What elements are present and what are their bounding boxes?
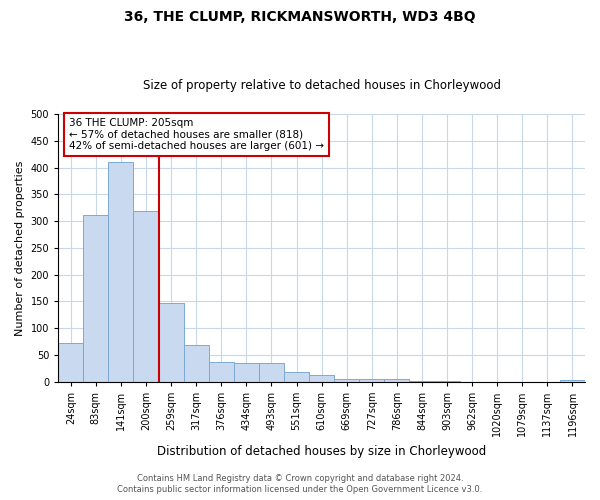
Bar: [434, 380, 460, 382]
Bar: [560, 380, 585, 382]
Bar: [158, 302, 184, 382]
Bar: [385, 378, 409, 382]
Text: 36 THE CLUMP: 205sqm
← 57% of detached houses are smaller (818)
42% of semi-deta: 36 THE CLUMP: 205sqm ← 57% of detached h…: [69, 118, 324, 151]
Bar: [133, 211, 158, 382]
Bar: [184, 345, 209, 382]
Text: 36, THE CLUMP, RICKMANSWORTH, WD3 4BQ: 36, THE CLUMP, RICKMANSWORTH, WD3 4BQ: [124, 10, 476, 24]
Bar: [309, 376, 334, 382]
Bar: [284, 372, 309, 382]
Bar: [109, 162, 133, 382]
Y-axis label: Number of detached properties: Number of detached properties: [15, 160, 25, 336]
Bar: [209, 362, 234, 382]
Bar: [359, 378, 385, 382]
Title: Size of property relative to detached houses in Chorleywood: Size of property relative to detached ho…: [143, 79, 500, 92]
Text: Contains HM Land Registry data © Crown copyright and database right 2024.
Contai: Contains HM Land Registry data © Crown c…: [118, 474, 482, 494]
X-axis label: Distribution of detached houses by size in Chorleywood: Distribution of detached houses by size …: [157, 444, 486, 458]
Bar: [409, 380, 434, 382]
Bar: [234, 363, 259, 382]
Bar: [334, 378, 359, 382]
Bar: [58, 342, 83, 382]
Bar: [259, 363, 284, 382]
Bar: [83, 215, 109, 382]
